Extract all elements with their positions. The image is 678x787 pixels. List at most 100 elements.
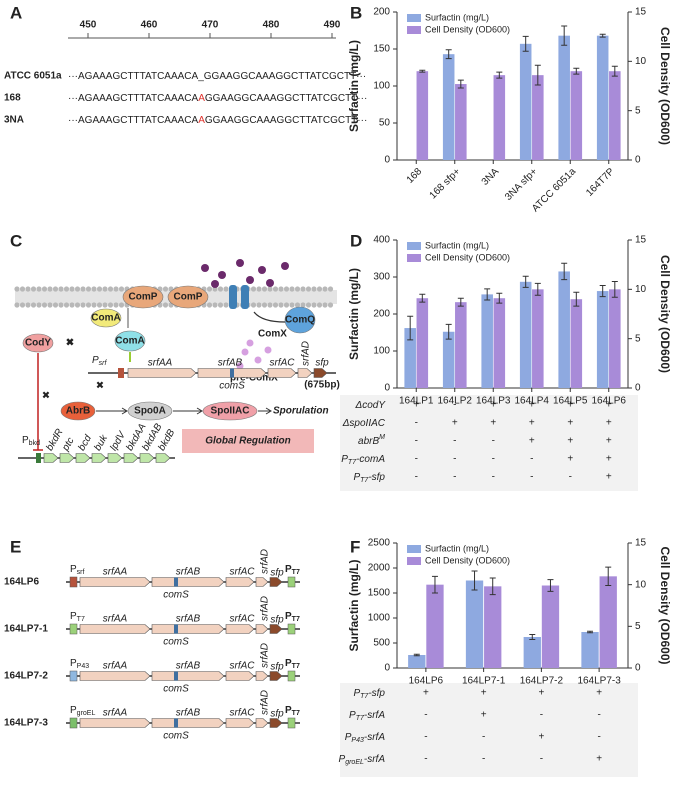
global-box: [182, 429, 314, 453]
gene-label: srfAC: [230, 567, 256, 578]
promoter-main: P: [70, 658, 77, 669]
abrb-label: AbrB: [66, 406, 90, 417]
y-tick-label: 300: [373, 272, 390, 283]
lipid-head: [96, 302, 103, 308]
table-cell: +: [452, 418, 458, 429]
sequence-mutation: _: [197, 71, 204, 82]
gene: [155, 453, 171, 463]
comx-dot: [258, 266, 266, 274]
gene: [79, 718, 151, 728]
lipid-head: [69, 302, 75, 308]
bar: [442, 54, 455, 160]
label-part: T7: [348, 459, 357, 466]
legend-swatch: [407, 557, 421, 565]
table-cell: -: [482, 754, 485, 765]
coms-label: comS: [163, 590, 189, 601]
comp: [167, 285, 209, 309]
error-bar: [445, 323, 452, 340]
gene-label: srfAA: [103, 708, 128, 719]
promoter-sub: T7: [292, 616, 300, 623]
lipid-head: [52, 302, 59, 308]
lipid-head: [212, 302, 218, 308]
spoiiac: [202, 401, 258, 421]
comx-dot: [246, 276, 254, 284]
gene: [297, 368, 313, 378]
label-part: P: [353, 472, 360, 483]
y-tick-label: 0: [384, 155, 390, 166]
lipid-head: [300, 302, 306, 308]
lipid-head: [80, 302, 86, 308]
inhibit-x: ✖: [66, 338, 74, 349]
gene-label: srfAB: [176, 567, 201, 578]
channel: [229, 285, 237, 309]
lipid-head: [74, 302, 81, 308]
y-tick-label: 0: [384, 383, 390, 394]
bar: [408, 655, 426, 668]
table-row-label: ΔspoIIAC: [342, 418, 386, 429]
lipid-head: [19, 302, 26, 308]
error-bar: [522, 275, 529, 288]
y-tick-label: 200: [373, 7, 390, 18]
bar: [484, 586, 502, 668]
table-row-label: PgroEL-srfA: [339, 754, 386, 767]
lipid-head: [118, 286, 125, 292]
lipid-head: [118, 302, 125, 308]
lipid-head: [91, 286, 97, 292]
bar: [493, 75, 506, 160]
promoter-main: P: [285, 564, 292, 575]
inhibit-x: ✖: [42, 391, 50, 402]
sequence-name: 3NA: [4, 115, 24, 126]
lipid-head: [261, 286, 268, 292]
label-part: -comA: [356, 454, 385, 465]
comq-label: ComQ: [285, 315, 315, 326]
lipid-head: [278, 302, 284, 308]
promoter: [36, 453, 41, 463]
table-row-label: PT7-comA: [341, 454, 385, 467]
gene-label: sfp: [270, 615, 284, 626]
bar: [541, 585, 560, 668]
table-cell: -: [453, 436, 456, 447]
gene: [127, 368, 197, 378]
sporulation-label: Sporulation: [273, 406, 329, 417]
y-tick-label: 5: [635, 621, 641, 632]
lipid-head: [272, 302, 279, 308]
coma-label: ComA: [115, 336, 144, 347]
legend-label: Surfactin (mg/L): [425, 543, 489, 553]
y-tick-label: 400: [373, 235, 390, 246]
gene-label: lpdV: [108, 429, 128, 453]
table-cell: -: [530, 472, 533, 483]
label-part: -sfp: [368, 472, 385, 483]
label-part: T7: [360, 693, 369, 700]
label-part: M: [379, 434, 385, 441]
promoter-label: Psrf: [70, 564, 85, 577]
gene: [43, 453, 59, 463]
table-cell: +: [529, 400, 535, 411]
lipid-head: [47, 286, 53, 292]
table-cell: +: [481, 710, 487, 721]
gene-label: buk: [92, 432, 110, 452]
coms-stripe: [174, 577, 178, 587]
strain-label: 164LP7-1: [4, 624, 48, 635]
lipid-head: [30, 302, 37, 308]
lipid-head: [261, 302, 268, 308]
promoter-main: P: [70, 564, 77, 575]
bar: [455, 302, 467, 388]
precomx-label: pre-ComX: [230, 373, 278, 384]
y-tick-label: 10: [635, 579, 647, 590]
lipid-head: [113, 286, 119, 292]
promoter: [118, 368, 124, 378]
gene: [225, 671, 255, 681]
precomx-dot: [264, 346, 272, 354]
gene-label: ptc: [60, 436, 77, 454]
gene: [139, 453, 155, 463]
sequence-mutation: A: [198, 115, 205, 126]
y2-axis-title: Cell Density (OD600): [658, 546, 672, 664]
table-cell: +: [606, 436, 612, 447]
label-part: ΔcodY: [354, 400, 386, 411]
label-part: -srfA: [364, 754, 385, 765]
sequence-part: ···AGAAAGCTTTATCAAACA: [68, 93, 199, 104]
sequence-part: GGAAGGCAAAGGCTTATCGCTT···: [205, 115, 367, 126]
y2-axis-title: Cell Density (OD600): [658, 27, 672, 145]
coma: [114, 330, 146, 352]
promoter: [69, 670, 78, 682]
